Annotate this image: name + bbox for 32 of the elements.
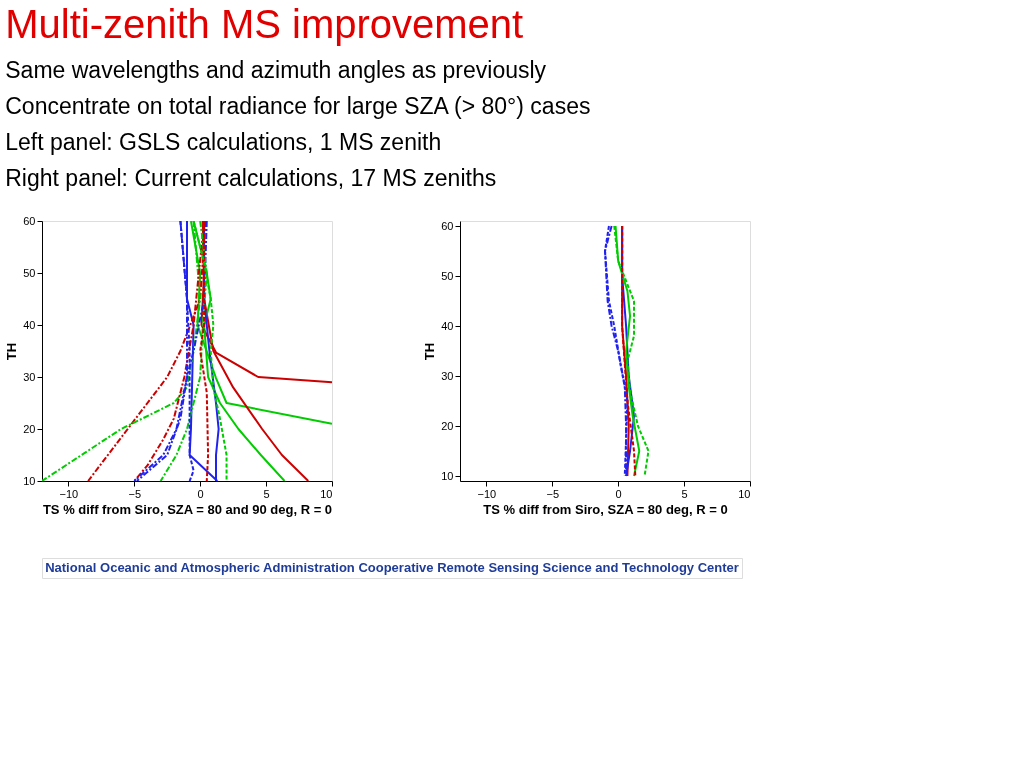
y-tick-label: 50 <box>23 266 36 279</box>
y-tick-label: 40 <box>441 319 454 332</box>
x-tick-label: −5 <box>128 487 142 500</box>
y-tick-label: 30 <box>23 370 36 383</box>
y-axis-title: TH <box>4 342 20 361</box>
x-tick-label: 0 <box>197 487 204 500</box>
y-tick-label: 60 <box>441 219 454 232</box>
x-tick-label: 5 <box>681 487 688 500</box>
x-tick-label: −10 <box>477 487 497 500</box>
x-tick-label: 10 <box>320 487 333 500</box>
text: Right panel: Current calculations, 17 MS zeniths <box>5 164 497 191</box>
x-tick-label: −10 <box>59 487 79 500</box>
y-tick-label: 40 <box>23 318 36 331</box>
y-tick-label: 50 <box>441 269 454 282</box>
y-axis-title: TH <box>422 342 438 361</box>
x-tick-label: 5 <box>263 487 270 500</box>
x-axis-title: TS % diff from Siro, SZA = 80 deg, R = 0 <box>483 501 728 517</box>
y-tick-label: 30 <box>441 369 454 382</box>
text: Concentrate on total radiance for large SZA (> 80°) cases <box>5 92 591 119</box>
text: National Oceanic and Atmospheric Administration Cooperative Remote Sensing Science and Technology Center <box>45 560 739 575</box>
y-tick-label: 20 <box>23 422 36 435</box>
text: Left panel: GSLS calculations, 1 MS zenith <box>5 128 442 155</box>
chart-title: Multi-zenith MS improvement <box>5 1 524 46</box>
x-tick-label: −5 <box>546 487 560 500</box>
text: Same wavelengths and azimuth angles as previously <box>5 56 547 83</box>
x-tick-label: 0 <box>615 487 622 500</box>
y-tick-label: 20 <box>441 419 454 432</box>
y-tick-label: 10 <box>441 469 454 482</box>
y-tick-label: 60 <box>23 214 36 227</box>
x-tick-label: 10 <box>738 487 751 500</box>
y-tick-label: 10 <box>23 474 36 487</box>
x-axis-title: TS % diff from Siro, SZA = 80 and 90 deg, R = 0 <box>42 501 333 517</box>
